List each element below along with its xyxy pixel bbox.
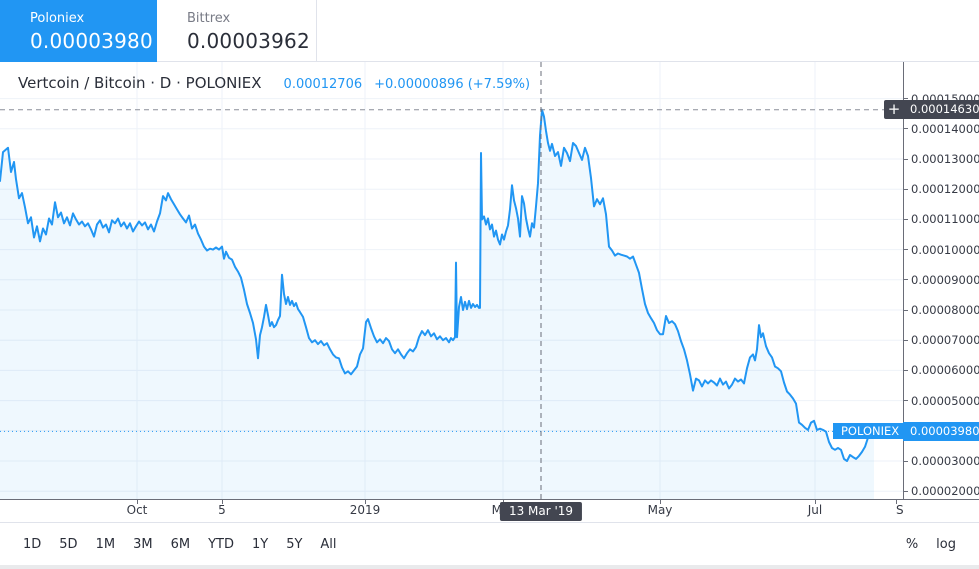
y-axis-tick [904, 128, 908, 130]
y-axis-label: 0.00003000 [911, 454, 979, 468]
crosshair-date-badge: 13 Mar '19 [499, 502, 583, 521]
range-ytd-button[interactable]: YTD [208, 536, 234, 552]
y-axis-label: 0.00012000 [911, 182, 979, 197]
x-axis-tick [815, 500, 816, 504]
poloniex-price-flag: POLONIEX [833, 423, 903, 440]
x-axis-label: Jul [807, 503, 823, 517]
high-price-badge: 0.00014630 [903, 100, 979, 120]
series-line [0, 108, 875, 462]
y-axis-label: 0.00014000 [911, 121, 979, 136]
chart-canvas[interactable] [0, 62, 903, 499]
x-axis-label: Sep [896, 503, 903, 517]
x-axis-tick [222, 500, 223, 504]
price-axis[interactable]: 0.00015000 0.00014000 0.00013000 0.00012000… [903, 62, 979, 522]
tab-poloniex-price: 0.00003980 [30, 29, 153, 53]
y-axis-label: 0.00008000 [911, 303, 979, 317]
tab-bittrex[interactable]: Bittrex 0.00003962 [157, 0, 317, 62]
range-5d-button[interactable]: 5D [59, 536, 78, 552]
bottom-edge-strip [0, 565, 979, 569]
x-axis-label: Oct [126, 503, 148, 517]
y-axis-label: 0.00009000 [911, 272, 979, 287]
x-axis-tick [896, 500, 897, 504]
tab-poloniex-label: Poloniex [30, 11, 85, 26]
y-axis-tick [904, 400, 908, 402]
y-axis-tick [904, 218, 908, 220]
crosshair-plus-button[interactable]: + [884, 100, 904, 120]
x-axis-label: 5 [218, 503, 226, 517]
series-area-fill [0, 109, 874, 499]
time-axis[interactable]: 13 Mar '19 Oct52019MarMayJulSep [0, 499, 979, 522]
x-axis-label: May [647, 503, 673, 517]
y-axis-tick [904, 188, 908, 190]
range-3m-button[interactable]: 3M [133, 536, 153, 552]
y-axis-tick [904, 279, 908, 281]
range-1d-button[interactable]: 1D [23, 536, 42, 552]
x-axis-label: 2019 [349, 503, 381, 517]
y-axis-tick [904, 339, 908, 341]
range-all-button[interactable]: All [320, 536, 337, 552]
x-axis-tick [660, 500, 661, 504]
exchange-tabbar: Poloniex 0.00003980 Bittrex 0.00003962 [0, 0, 979, 62]
y-axis-tick [904, 98, 908, 100]
range-toolbar: 1D 5D 1M 3M 6M YTD 1Y 5Y All % log [0, 522, 979, 565]
tab-bittrex-label: Bittrex [187, 11, 231, 26]
y-axis-label: 0.00010000 [911, 242, 979, 257]
y-axis-tick [904, 249, 908, 251]
percent-scale-button[interactable]: % [905, 536, 919, 552]
log-scale-button[interactable]: log [936, 536, 956, 552]
tab-poloniex[interactable]: Poloniex 0.00003980 [0, 0, 157, 62]
price-chart-svg[interactable] [0, 62, 903, 499]
last-price-badge: 0.00003980 [903, 421, 979, 441]
y-axis-label: 0.00013000 [911, 152, 979, 166]
y-axis-tick [904, 309, 908, 311]
y-axis-tick [904, 369, 908, 371]
y-axis-label: 0.00011000 [911, 212, 979, 227]
range-1m-button[interactable]: 1M [95, 536, 116, 552]
y-axis-tick [904, 158, 908, 160]
range-1y-button[interactable]: 1Y [251, 536, 269, 552]
y-axis-tick [904, 490, 908, 492]
range-5y-button[interactable]: 5Y [286, 536, 303, 552]
y-axis-label: 0.00005000 [911, 393, 979, 408]
x-axis-tick [137, 500, 138, 504]
y-axis-label: 0.00006000 [911, 363, 979, 378]
range-6m-button[interactable]: 6M [170, 536, 191, 552]
y-axis-label: 0.00002000 [911, 484, 979, 499]
y-axis-label: 0.00007000 [911, 333, 979, 348]
y-axis-tick [904, 460, 908, 462]
tab-bittrex-price: 0.00003962 [187, 29, 310, 53]
x-axis-tick [365, 500, 366, 504]
